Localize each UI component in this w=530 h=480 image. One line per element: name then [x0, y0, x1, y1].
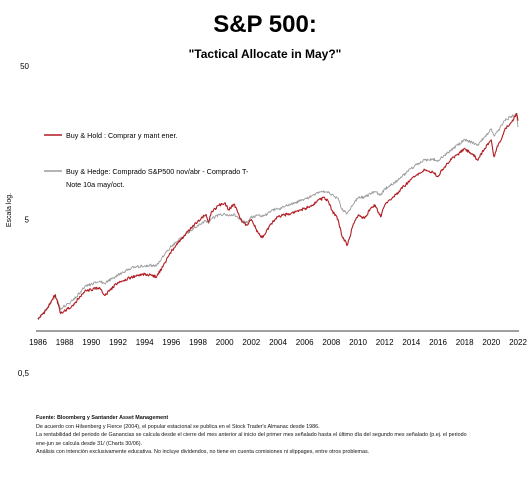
x-tick-label: 1990 [82, 338, 100, 347]
note-line: De acuerdo con Hilsenberg y Fierce (2004… [36, 423, 320, 430]
y-tick-label: 0,5 [18, 369, 30, 378]
series-lines [37, 112, 519, 321]
y-axis-label: Escala log. [6, 193, 13, 227]
x-tick-labels: 1986 1988 1990 1992 1994 1996 1998 2000 2002 2004… [29, 338, 527, 347]
series-line-buy-hold [37, 112, 519, 320]
x-tick-label: 2000 [216, 338, 234, 347]
x-tick-label: 2018 [456, 338, 474, 347]
x-tick-label: 2020 [482, 338, 500, 347]
y-tick-label: 5 [25, 216, 30, 225]
legend-label-buy-hedge: Buy & Hedge: Comprado S&P500 nov/abr - C… [66, 167, 250, 189]
x-tick-label: 2014 [402, 338, 420, 347]
x-tick-label: 2004 [269, 338, 287, 347]
legend-label-buy-hedge-line2: Note 10a may/oct. [66, 180, 124, 189]
note-line: La rentabilidad del periodo de Ganancias… [36, 432, 467, 439]
chart-canvas: S&P 500: "Tactical Allocate in May?" Esc… [6, 11, 527, 378]
x-tick-label: 2022 [509, 338, 527, 347]
x-tick-label: 2016 [429, 338, 447, 347]
legend-label-buy-hold: Buy & Hold : Comprar y mant ener. [66, 131, 177, 140]
x-tick-label: 1998 [189, 338, 207, 347]
note-line: Fuente: Bloomberg y Santander Asset Mana… [36, 415, 169, 421]
legend: Buy & Hold : Comprar y mant ener. Buy & … [44, 131, 250, 189]
note-line: Análisis con intención exclusivamente ed… [36, 449, 370, 456]
series-line-buy-hedge [37, 114, 519, 321]
x-tick-label: 2010 [349, 338, 367, 347]
x-tick-label: 1994 [136, 338, 154, 347]
chart-subtitle: "Tactical Allocate in May?" [189, 47, 342, 61]
x-tick-label: 2002 [242, 338, 260, 347]
x-tick-label: 1996 [162, 338, 180, 347]
x-tick-label: 1986 [29, 338, 47, 347]
y-tick-label: 50 [20, 62, 29, 71]
chart-title: S&P 500: [213, 11, 317, 38]
x-tick-label: 1992 [109, 338, 127, 347]
x-tick-label: 1988 [56, 338, 74, 347]
legend-label-buy-hedge-line1: Buy & Hedge: Comprado S&P500 nov/abr - C… [66, 167, 249, 176]
y-tick-labels: 0,5 5 50 [18, 62, 30, 378]
x-tick-label: 2008 [322, 338, 340, 347]
note-line: ene-jun se calcula desde 31/ (Charts 30/… [36, 440, 143, 447]
x-tick-label: 2012 [376, 338, 394, 347]
x-tick-label: 2006 [296, 338, 314, 347]
source-notes: Fuente: Bloomberg y Santander Asset Mana… [36, 414, 516, 457]
